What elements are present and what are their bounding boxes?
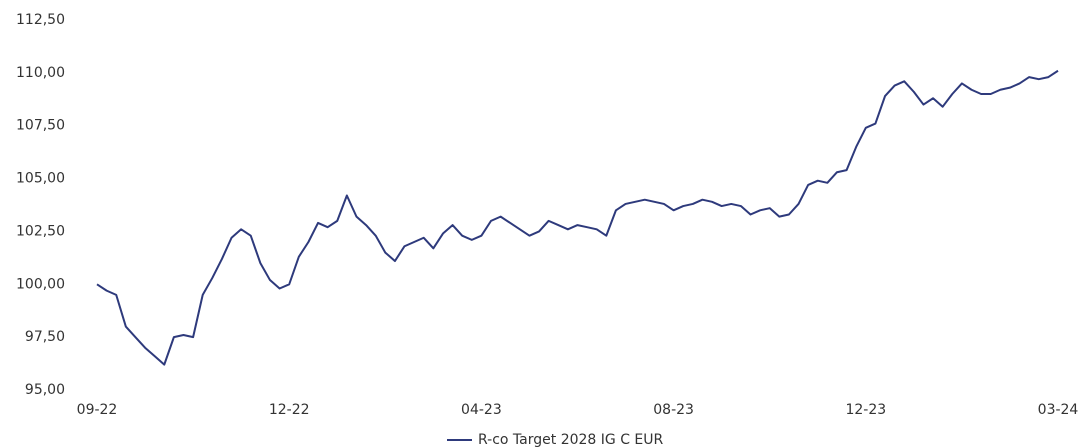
y-tick-label: 100,00 — [16, 276, 65, 292]
y-tick-label: 112,50 — [16, 12, 65, 28]
x-tick-label: 12-23 — [845, 402, 886, 418]
x-tick-label: 03-24 — [1038, 402, 1079, 418]
y-tick-label: 107,50 — [16, 118, 65, 134]
y-tick-label: 105,00 — [16, 171, 65, 187]
y-tick-label: 97,50 — [25, 329, 65, 345]
x-tick-label: 04-23 — [461, 402, 502, 418]
y-tick-label: 110,00 — [16, 65, 65, 81]
x-tick-label: 12-22 — [269, 402, 310, 418]
line-series — [96, 69, 1059, 366]
y-tick-label: 102,50 — [16, 223, 65, 239]
legend-label: R-co Target 2028 IG C EUR — [478, 432, 664, 448]
x-tick-label: 09-22 — [77, 402, 118, 418]
x-tick-label: 08-23 — [653, 402, 694, 418]
y-tick-label: 95,00 — [25, 382, 65, 398]
